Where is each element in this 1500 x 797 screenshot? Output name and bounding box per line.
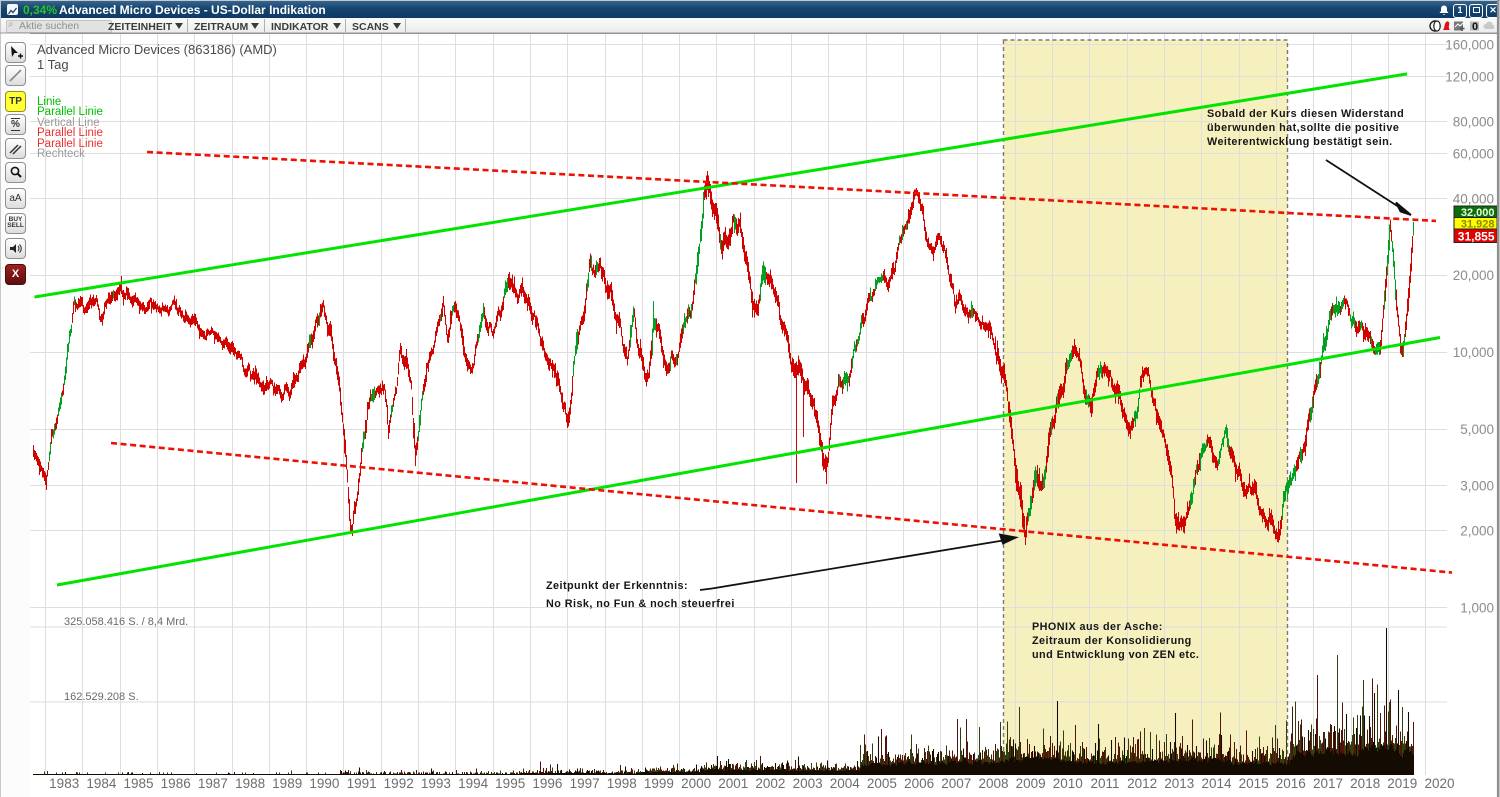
svg-text:überwunden hat,sollte die posi: überwunden hat,sollte die positive xyxy=(1207,122,1399,134)
svg-text:2019: 2019 xyxy=(1387,776,1417,791)
svg-text:31,855: 31,855 xyxy=(1458,230,1495,244)
svg-text:1987: 1987 xyxy=(198,776,228,791)
svg-text:1,000: 1,000 xyxy=(1460,600,1494,615)
svg-text:1995: 1995 xyxy=(495,776,525,791)
svg-text:160,000: 160,000 xyxy=(1445,38,1494,53)
svg-text:32,000: 32,000 xyxy=(1461,207,1495,219)
svg-text:2001: 2001 xyxy=(718,776,748,791)
svg-text:2017: 2017 xyxy=(1313,776,1343,791)
svg-text:1983: 1983 xyxy=(49,776,79,791)
svg-text:0: 0 xyxy=(1472,21,1478,32)
svg-text:60,000: 60,000 xyxy=(1453,146,1494,161)
svg-text:2005: 2005 xyxy=(867,776,897,791)
svg-text:und Entwicklung von ZEN etc.: und Entwicklung von ZEN etc. xyxy=(1032,649,1199,661)
svg-text:2006: 2006 xyxy=(904,776,934,791)
svg-text:1999: 1999 xyxy=(644,776,674,791)
svg-text:325.058.416 S. / 8,4 Mrd.: 325.058.416 S. / 8,4 Mrd. xyxy=(64,616,188,628)
svg-text:1991: 1991 xyxy=(347,776,377,791)
svg-text:1989: 1989 xyxy=(272,776,302,791)
svg-text:1988: 1988 xyxy=(235,776,265,791)
svg-text:2009: 2009 xyxy=(1016,776,1046,791)
svg-text:2010: 2010 xyxy=(1053,776,1083,791)
svg-text:2013: 2013 xyxy=(1164,776,1194,791)
svg-text:162.529.208 S.: 162.529.208 S. xyxy=(64,691,139,703)
svg-text:1990: 1990 xyxy=(309,776,339,791)
svg-text:1998: 1998 xyxy=(607,776,637,791)
svg-text:1984: 1984 xyxy=(86,776,117,791)
svg-text:1986: 1986 xyxy=(161,776,191,791)
svg-text:2002: 2002 xyxy=(755,776,785,791)
svg-text:10,000: 10,000 xyxy=(1453,345,1494,360)
svg-text:1993: 1993 xyxy=(421,776,451,791)
svg-text:2016: 2016 xyxy=(1276,776,1306,791)
svg-text:2000: 2000 xyxy=(681,776,711,791)
svg-text:Weiterentwicklung bestätigt se: Weiterentwicklung bestätigt sein. xyxy=(1207,136,1393,148)
svg-text:2003: 2003 xyxy=(793,776,823,791)
svg-text:2015: 2015 xyxy=(1239,776,1269,791)
svg-text:1992: 1992 xyxy=(384,776,414,791)
svg-text:2011: 2011 xyxy=(1090,776,1119,791)
svg-text:PHONIX aus der Asche:: PHONIX aus der Asche: xyxy=(1032,621,1163,633)
svg-text:2020: 2020 xyxy=(1424,776,1454,791)
svg-text:2,000: 2,000 xyxy=(1460,523,1494,538)
svg-text:1985: 1985 xyxy=(123,776,153,791)
svg-text:1997: 1997 xyxy=(570,776,600,791)
svg-text:2007: 2007 xyxy=(941,776,971,791)
svg-text:1994: 1994 xyxy=(458,776,489,791)
svg-text:2008: 2008 xyxy=(978,776,1008,791)
svg-text:No Risk, no Fun & noch steuerf: No Risk, no Fun & noch steuerfrei xyxy=(546,598,735,610)
svg-text:31,928: 31,928 xyxy=(1461,218,1495,230)
svg-text:2014: 2014 xyxy=(1201,776,1232,791)
svg-text:1996: 1996 xyxy=(532,776,562,791)
svg-text:2012: 2012 xyxy=(1127,776,1157,791)
svg-text:Zeitpunkt der Erkenntnis:: Zeitpunkt der Erkenntnis: xyxy=(546,580,688,592)
svg-text:2018: 2018 xyxy=(1350,776,1380,791)
svg-text:2004: 2004 xyxy=(830,776,861,791)
svg-text:5,000: 5,000 xyxy=(1460,422,1494,437)
svg-text:Zeitraum der Konsolidierung: Zeitraum der Konsolidierung xyxy=(1032,635,1192,647)
svg-text:3,000: 3,000 xyxy=(1460,479,1494,494)
svg-text:80,000: 80,000 xyxy=(1453,114,1494,129)
svg-text:120,000: 120,000 xyxy=(1445,70,1494,85)
svg-text:40,000: 40,000 xyxy=(1453,191,1494,206)
svg-text:20,000: 20,000 xyxy=(1453,268,1494,283)
svg-text:Sobald der Kurs diesen Widerst: Sobald der Kurs diesen Widerstand xyxy=(1207,108,1404,120)
